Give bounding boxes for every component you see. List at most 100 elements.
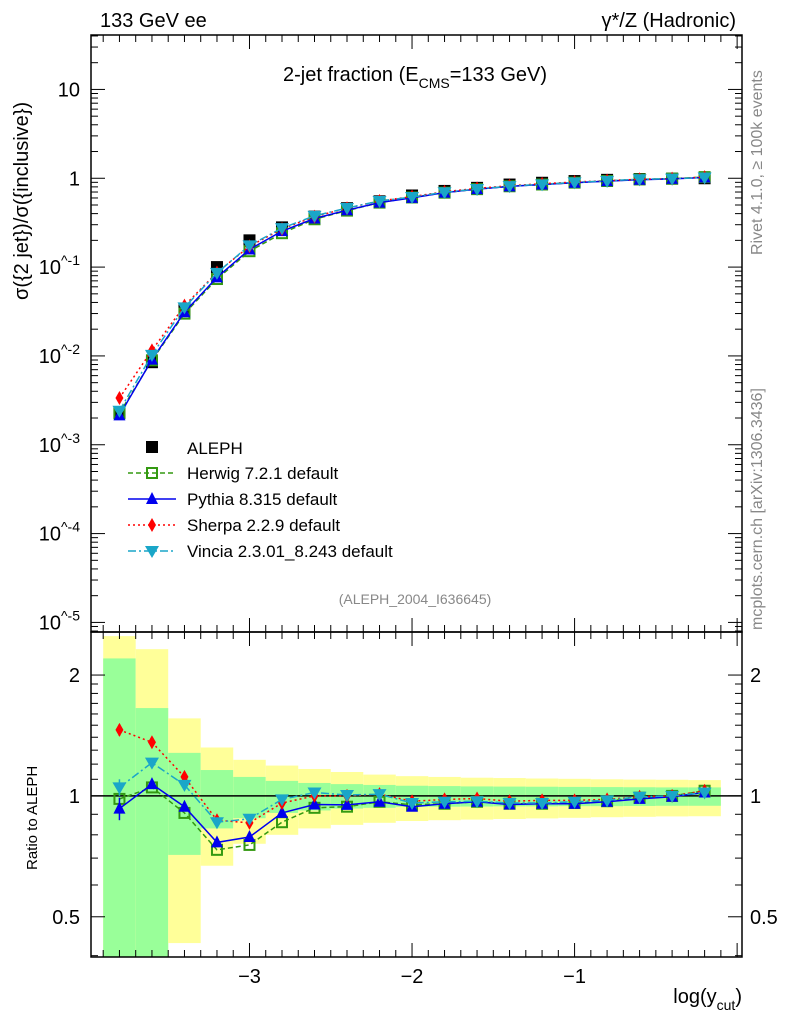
vincia-main-line: [118, 176, 705, 412]
legend-aleph-marker: [146, 441, 158, 453]
ratio-tick-label-right: 2: [750, 665, 761, 687]
vincia-ratio-point: [274, 794, 289, 807]
vincia-main-point: [470, 184, 485, 197]
vincia-ratio-point: [502, 798, 517, 811]
vincia-main-point: [274, 223, 289, 236]
legend-vincia-marker: [145, 546, 159, 558]
vincia-main-point: [307, 210, 322, 223]
legend-pythia-marker: [146, 492, 158, 504]
x-label-sub: cut: [717, 997, 736, 1013]
legend-label-sherpa: Sherpa 2.2.9 default: [187, 516, 340, 535]
x-axis-label: log(ycut): [673, 986, 742, 1013]
vincia-main-point: [144, 349, 159, 362]
vincia-ratio-point: [340, 790, 355, 803]
pythia-ratio-point: [113, 801, 126, 814]
sherpa-ratio-point: [147, 735, 156, 750]
y-tick-label-1e-1: 10^-1: [39, 252, 80, 279]
legend-label-vincia: Vincia 2.3.01_8.243 default: [187, 542, 393, 561]
vincia-main-point: [502, 181, 517, 194]
analysis-id: (ALEPH_2004_I636645): [339, 591, 492, 607]
vincia-main-point: [177, 302, 192, 315]
chart-title: 2-jet fraction (ECMS=133 GeV): [283, 64, 547, 91]
title-main: 2-jet fraction (E: [283, 64, 419, 86]
vincia-ratio-point: [470, 796, 485, 809]
herwig-main-line: [118, 176, 705, 414]
inner-band-bin: [233, 776, 266, 819]
pythia-ratio-point: [275, 805, 288, 818]
vincia-ratio-point: [665, 790, 680, 803]
header-left: 133 GeV ee: [100, 10, 207, 32]
rivet-version: Rivet 4.1.0, ≥ 100k events: [749, 70, 766, 255]
legend-label-pythia: Pythia 8.315 default: [187, 490, 338, 509]
vincia-main-point: [372, 195, 387, 208]
legend-label-herwig: Herwig 7.2.1 default: [187, 464, 338, 483]
x-tick-label: −2: [401, 966, 424, 988]
vincia-ratio-point: [177, 779, 192, 792]
ratio-y-axis-label: Ratio to ALEPH: [24, 766, 41, 870]
vincia-ratio-point: [372, 789, 387, 802]
vincia-ratio-point: [209, 817, 224, 830]
vincia-ratio-point: [600, 795, 615, 808]
vincia-ratio-point: [632, 791, 647, 804]
legend: ALEPH Herwig 7.2.1 default Pythia 8.315 de…: [128, 439, 393, 561]
x-tick-label: −1: [563, 966, 586, 988]
pythia-ratio-point: [243, 830, 256, 843]
x-label-post: ): [735, 986, 742, 1008]
x-label-main: log(y: [673, 986, 716, 1008]
pythia-ratio-point: [210, 835, 223, 848]
sherpa-main-point: [115, 391, 124, 406]
sherpa-ratio-point: [115, 722, 124, 737]
ratio-frame: [90, 631, 743, 958]
vincia-main-point: [600, 175, 615, 188]
y-tick-label-1e-4: 10^-4: [39, 519, 80, 546]
ratio-tick-label-right: 0.5: [750, 907, 778, 929]
vincia-main-point: [437, 187, 452, 200]
vincia-main-point: [535, 179, 550, 192]
y-tick-label-1: 1: [69, 168, 80, 190]
vincia-ratio-point: [697, 787, 712, 800]
y-tick-label-1e-5: 10^-5: [39, 607, 80, 634]
ratio-tick-label-left: 1: [69, 786, 80, 808]
inner-band-bin: [135, 708, 169, 957]
vincia-ratio-point: [437, 796, 452, 809]
y-tick-label-1e-3: 10^-3: [39, 430, 80, 457]
pythia-ratio-point: [341, 797, 354, 810]
x-tick-label: −3: [238, 966, 261, 988]
vincia-ratio-point: [567, 796, 582, 809]
legend-herwig-marker: [146, 467, 158, 479]
vincia-main-point: [405, 192, 420, 205]
legend-label-aleph: ALEPH: [187, 439, 243, 458]
y-tick-label-1e-2: 10^-2: [39, 341, 80, 368]
vincia-ratio-point: [112, 782, 127, 795]
pythia-ratio-point: [145, 777, 158, 790]
axes: 10 1 10^-1 10^-2 10^-3 10^-4 10^-5 −3 −2 −…: [39, 34, 778, 988]
pythia-ratio-point: [308, 797, 321, 810]
y-tick-label-10: 10: [58, 79, 80, 101]
y-axis-label: σ({2 jet})/σ({inclusive}): [11, 102, 33, 300]
title-post: =133 GeV): [450, 64, 547, 86]
series-layer: [112, 170, 712, 856]
vincia-ratio-point: [405, 798, 420, 811]
ratio-tick-label-left: 2: [69, 665, 80, 687]
ratio-tick-label-left: 0.5: [52, 907, 80, 929]
vincia-ratio-point: [535, 798, 550, 811]
vincia-main-point: [697, 172, 712, 185]
mcplots-credit: mcplots.cern.ch [arXiv:1306.3436]: [749, 388, 766, 630]
ratio-tick-label-right: 1: [750, 786, 761, 808]
vincia-main-point: [242, 240, 257, 253]
vincia-ratio-point: [242, 813, 257, 826]
vincia-ratio-point: [307, 787, 322, 800]
vincia-ratio-point: [144, 757, 159, 770]
header-right: γ*/Z (Hadronic): [602, 10, 736, 32]
vincia-main-point: [665, 173, 680, 186]
vincia-main-point: [112, 405, 127, 418]
title-sub: CMS: [419, 75, 450, 91]
vincia-main-point: [567, 177, 582, 190]
legend-sherpa-marker: [148, 518, 156, 532]
vincia-main-point: [209, 267, 224, 280]
vincia-main-point: [340, 203, 355, 216]
pythia-main-line: [118, 176, 705, 416]
pythia-ratio-point: [178, 799, 191, 812]
vincia-main-point: [632, 174, 647, 187]
